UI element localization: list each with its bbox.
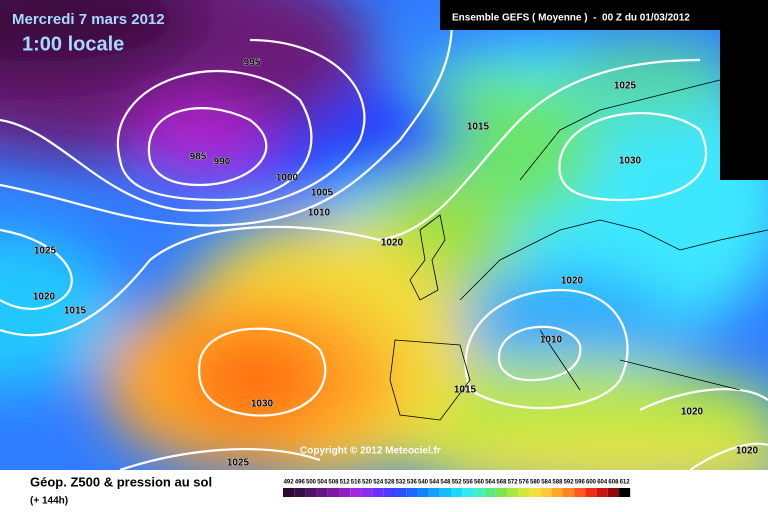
scale-swatch: [428, 488, 440, 497]
scale-label: 556: [463, 480, 474, 486]
isobar-label: 1010: [308, 208, 331, 219]
scale-label: 496: [295, 480, 306, 486]
scale-swatch: [507, 488, 519, 497]
isobar-label: 985: [190, 152, 207, 163]
scale-swatch: [316, 488, 328, 497]
scale-label: 548: [440, 480, 451, 486]
scale-label: 520: [362, 480, 373, 486]
scale-label: 544: [429, 480, 440, 486]
footer-lead: (+ 144h): [30, 496, 68, 507]
scale-label: 584: [541, 480, 552, 486]
isobar-label: 1025: [614, 81, 637, 92]
scale-label: 568: [496, 480, 507, 486]
scale-swatch: [327, 488, 339, 497]
isobar-label: 1000: [276, 173, 299, 184]
scale-label: 504: [317, 480, 328, 486]
scale-swatch: [574, 488, 586, 497]
scale-swatch: [495, 488, 507, 497]
time: 1:00 locale: [22, 33, 124, 55]
isobar-label: 1015: [64, 306, 87, 317]
isobar-label: 1015: [454, 385, 477, 396]
scale-swatch: [484, 488, 496, 497]
scale-swatch: [305, 488, 317, 497]
isobar-label: 1010: [540, 335, 563, 346]
scale-swatch: [383, 488, 395, 497]
scale-label: 600: [586, 480, 597, 486]
scale-label: 540: [418, 480, 429, 486]
isobar-label: 1030: [619, 156, 642, 167]
scale-label: 512: [340, 480, 351, 486]
scale-swatch: [395, 488, 407, 497]
scale-label: 508: [328, 480, 339, 486]
field: [0, 0, 768, 470]
scale-swatch: [406, 488, 418, 497]
scale-swatch: [518, 488, 530, 497]
scale-swatch: [473, 488, 485, 497]
scale-swatch: [339, 488, 351, 497]
isobar-label: 1015: [467, 122, 490, 133]
scale-label: 516: [351, 480, 362, 486]
scale-swatch: [596, 488, 608, 497]
isobar-label: 1030: [251, 399, 274, 410]
scale-swatch: [350, 488, 362, 497]
scale-label: 588: [552, 480, 563, 486]
footer-title: Géop. Z500 & pression au sol: [30, 474, 212, 489]
isobar-label: 1025: [227, 458, 250, 469]
scale-label: 536: [407, 480, 418, 486]
scale-label: 572: [508, 480, 519, 486]
scale-swatch: [540, 488, 552, 497]
date: Mercredi 7 mars 2012: [12, 11, 165, 28]
scale-label: 524: [373, 480, 384, 486]
isobar-label: 1020: [681, 407, 704, 418]
model: Ensemble GEFS ( Moyenne ) - 00 Z du 01/0…: [452, 13, 690, 24]
isobar-label: 1005: [311, 188, 334, 199]
isobar-label: 1025: [34, 246, 57, 257]
scale-swatch: [585, 488, 597, 497]
scale-swatch: [607, 488, 619, 497]
scale-label: 596: [575, 480, 586, 486]
isobar-label: 1020: [33, 292, 56, 303]
scale-label: 528: [384, 480, 395, 486]
scale-label: 564: [485, 480, 496, 486]
scale-swatch: [619, 488, 631, 497]
scale-label: 604: [597, 480, 608, 486]
scale-label: 492: [284, 480, 295, 486]
scale-swatch: [563, 488, 575, 497]
scale-swatch: [439, 488, 451, 497]
scale-swatch: [551, 488, 563, 497]
scale-label: 580: [530, 480, 541, 486]
scale-label: 608: [608, 480, 619, 486]
scale-label: 532: [396, 480, 407, 486]
isobar-label: 1020: [381, 238, 404, 249]
scale-label: 612: [620, 480, 631, 486]
scale-label: 552: [452, 480, 463, 486]
scale-swatch: [361, 488, 373, 497]
scale-swatch: [294, 488, 306, 497]
scale-label: 576: [519, 480, 530, 486]
isobar-label: 1020: [561, 276, 584, 287]
scale-swatch: [529, 488, 541, 497]
scale-swatch: [451, 488, 463, 497]
scale-label: 500: [306, 480, 317, 486]
copyright: Copyright © 2012 Meteociel.fr: [300, 446, 441, 457]
scale-label: 592: [564, 480, 575, 486]
isobar-label: 990: [214, 157, 231, 168]
isobar-label: 1020: [736, 446, 759, 457]
scale-swatch: [462, 488, 474, 497]
scale-swatch: [372, 488, 384, 497]
scale-swatch: [283, 488, 295, 497]
isobar-label: 995: [244, 58, 261, 69]
scale-label: 560: [474, 480, 485, 486]
scale-swatch: [417, 488, 429, 497]
